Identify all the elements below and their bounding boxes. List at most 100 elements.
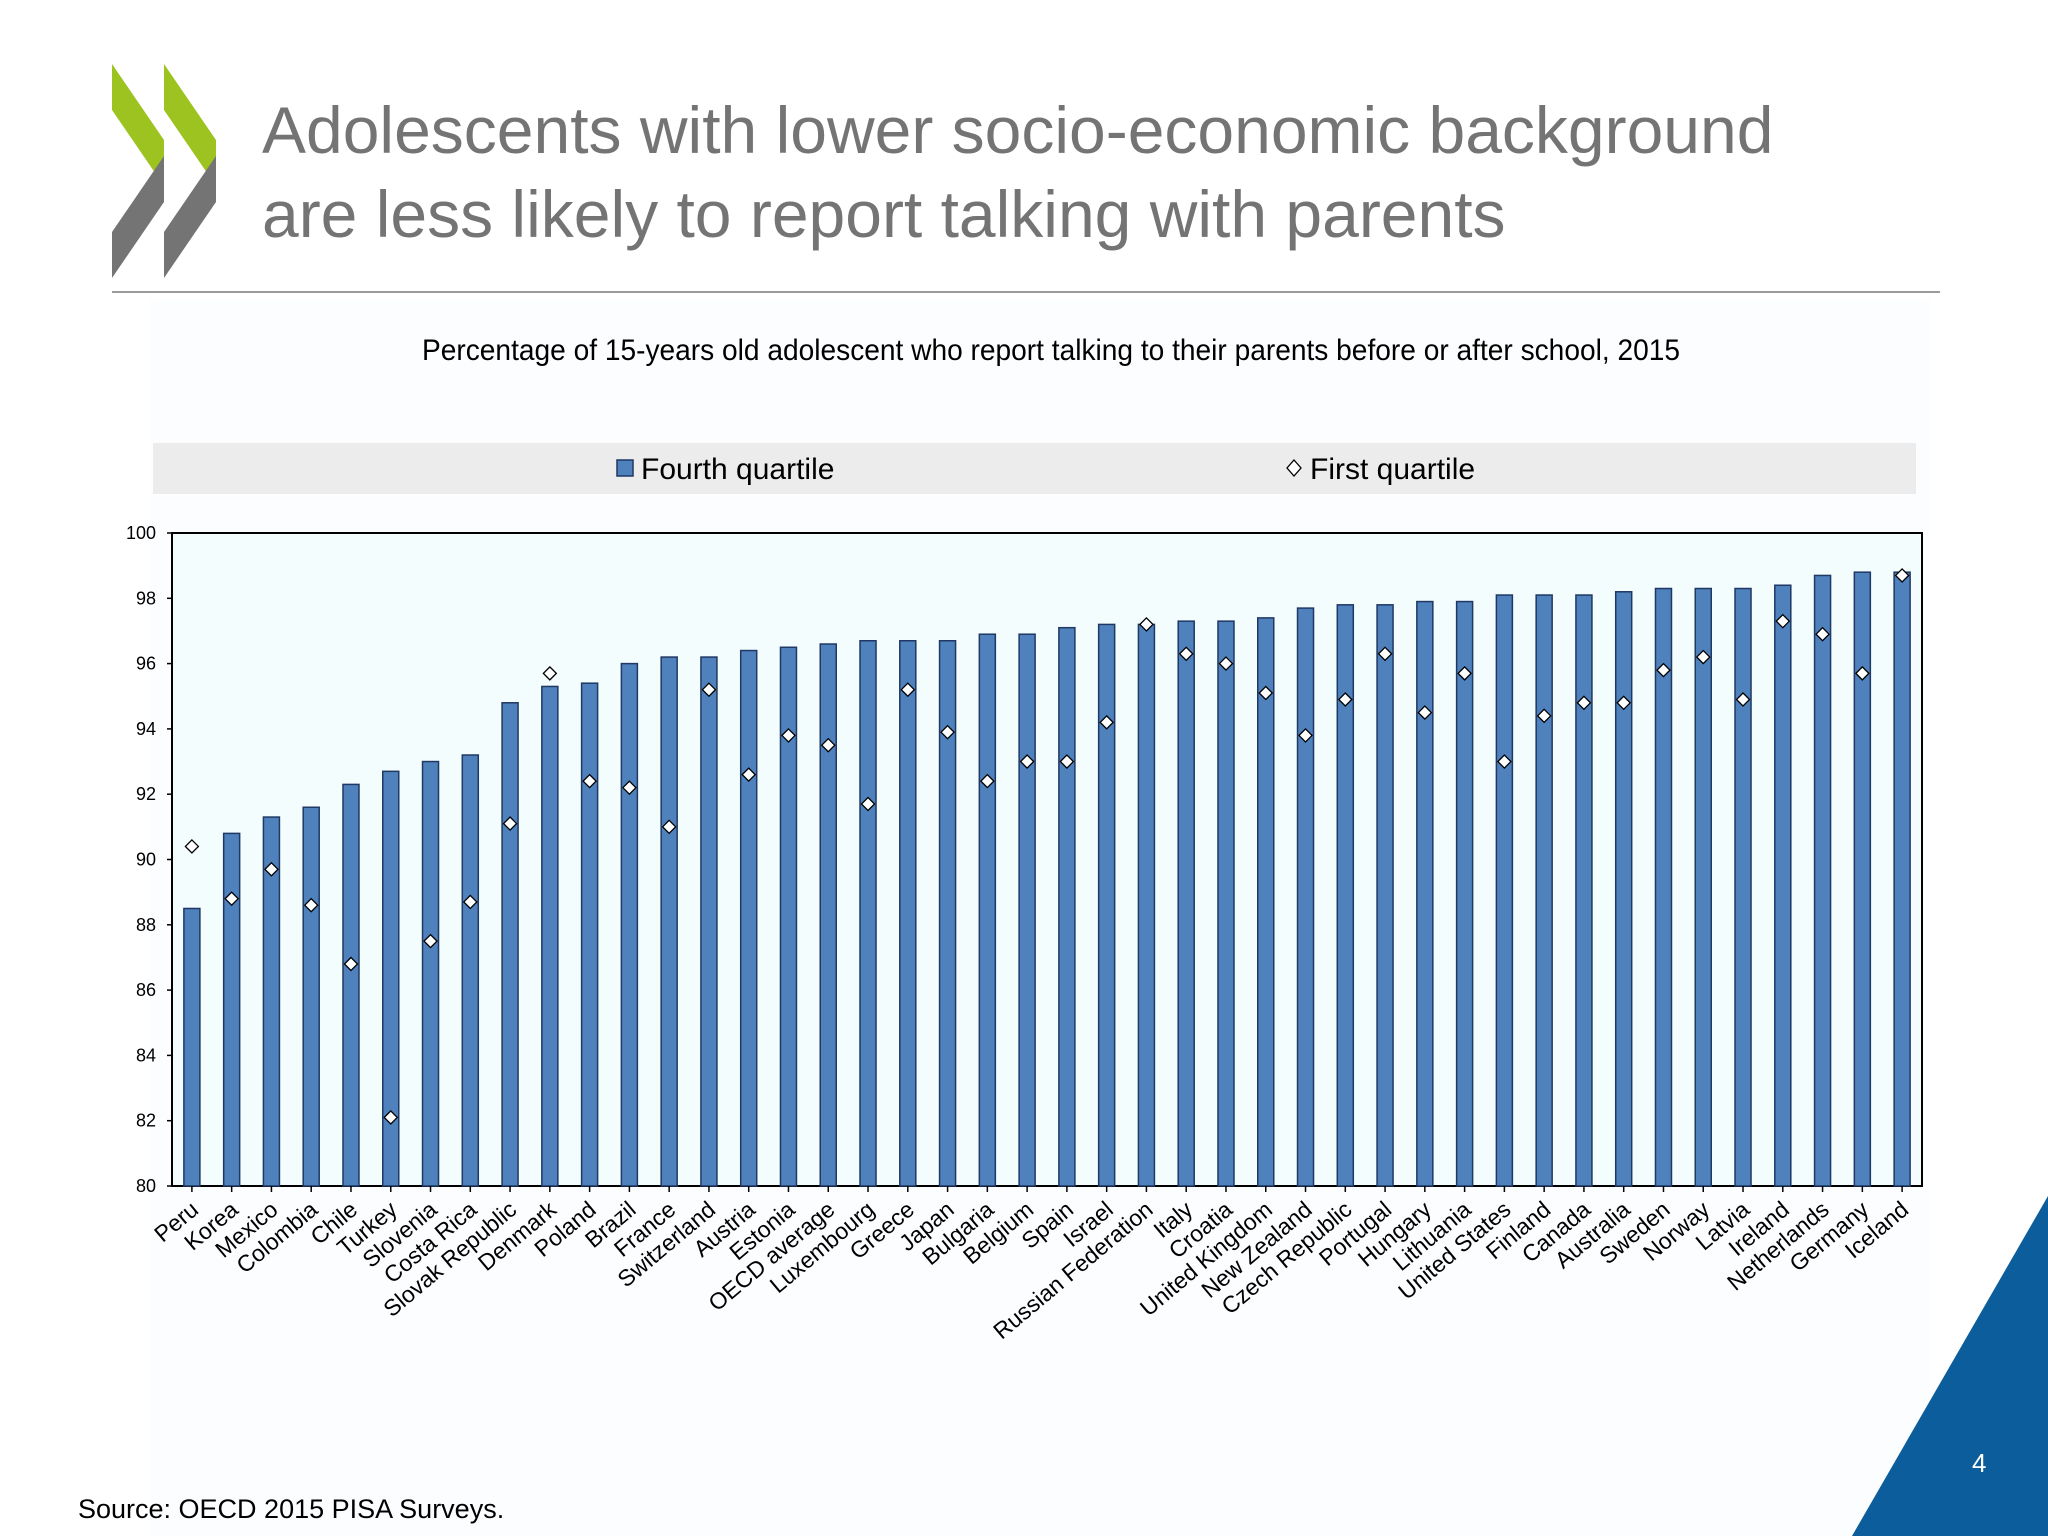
bar-fourth-quartile (580, 682, 599, 1187)
marker-first-quartile (1735, 692, 1751, 707)
bar-fourth-quartile (1575, 594, 1593, 1187)
y-tick-label: 86 (136, 980, 156, 1000)
bar-fourth-quartile (183, 907, 201, 1187)
bar-fourth-quartile (421, 760, 440, 1187)
y-tick-label: 100 (126, 523, 156, 543)
marker-first-quartile (264, 861, 279, 877)
bar-fourth-quartile (1376, 604, 1394, 1187)
legend-box (153, 443, 1916, 494)
marker-first-quartile (1417, 705, 1433, 720)
slide-title-line-2: are less likely to report talking with p… (262, 177, 1506, 251)
bar-fourth-quartile (1893, 571, 1911, 1187)
y-tick-label: 98 (136, 588, 156, 608)
bar-fourth-quartile (899, 639, 917, 1187)
bar-fourth-quartile (938, 639, 957, 1187)
bar-fourth-quartile (1296, 607, 1315, 1187)
bar-fourth-quartile (1455, 600, 1474, 1187)
marker-first-quartile (1298, 728, 1313, 743)
marker-first-quartile (582, 773, 598, 789)
marker-first-quartile (462, 894, 478, 910)
marker-first-quartile (1178, 646, 1194, 662)
chart-title: Percentage of 15-years old adolescent wh… (422, 334, 1680, 367)
logo-left-grey-chevron (112, 156, 164, 278)
marker-first-quartile (383, 1110, 399, 1125)
bar-fourth-quartile (1654, 587, 1673, 1187)
y-tick-label: 82 (136, 1111, 156, 1131)
bar-fourth-quartile (1853, 571, 1872, 1187)
marker-first-quartile (1099, 714, 1115, 730)
logo-right-grey-chevron (164, 156, 216, 278)
y-tick-label: 84 (136, 1045, 156, 1065)
corner-decoration (1852, 1196, 2048, 1536)
marker-first-quartile (940, 724, 955, 740)
bar-fourth-quartile (501, 702, 519, 1187)
slide-title: Adolescents with lower socio-economic ba… (262, 88, 1962, 256)
marker-first-quartile (860, 796, 876, 812)
bar-fourth-quartile (1097, 623, 1116, 1187)
bar-fourth-quartile (739, 649, 758, 1187)
bar-fourth-quartile (222, 832, 241, 1187)
marker-first-quartile (1815, 626, 1830, 642)
y-axis: 80 82 84 86 88 90 92 94 96 98 100 (126, 523, 172, 1196)
marker-first-quartile (1337, 692, 1353, 707)
bar-fourth-quartile (1535, 594, 1553, 1187)
marker-first-quartile (1894, 568, 1910, 583)
bar-fourth-quartile (859, 639, 877, 1187)
bar-fourth-quartile (342, 783, 360, 1187)
marker-first-quartile (621, 780, 637, 796)
marker-first-quartile (741, 767, 757, 783)
y-tick-label: 92 (136, 784, 156, 804)
y-tick-label: 80 (136, 1176, 156, 1196)
y-tick-label: 90 (136, 850, 156, 870)
legend-diamond-marker (1286, 459, 1302, 477)
legend-first-quartile-label: First quartile (1310, 453, 1475, 486)
bar-fourth-quartile (1774, 584, 1792, 1187)
marker-first-quartile (1536, 708, 1552, 724)
marker-first-quartile (820, 737, 836, 753)
bar-fourth-quartile (978, 633, 997, 1187)
bar-fourth-quartile (461, 754, 480, 1187)
bar-fourth-quartile (1018, 633, 1036, 1187)
bar-fourth-quartile (819, 643, 837, 1187)
bar-fourth-quartile (1614, 591, 1633, 1187)
marker-first-quartile (224, 891, 240, 907)
title-divider (112, 291, 1940, 293)
marker-first-quartile (1775, 613, 1791, 629)
bar-fourth-quartile (700, 656, 718, 1187)
marker-first-quartile (1616, 695, 1632, 711)
marker-first-quartile (1377, 646, 1393, 662)
bar-fourth-quartile (1217, 620, 1235, 1187)
marker-first-quartile (1576, 695, 1592, 711)
marker-first-quartile (701, 682, 717, 698)
marker-first-quartile (781, 728, 796, 743)
bar-fourth-quartile (1813, 574, 1832, 1187)
logo-left-green-chevron (112, 64, 164, 186)
bar-fourth-quartile (1058, 626, 1076, 1187)
bar-fourth-quartile (541, 685, 559, 1187)
bar-fourth-quartile (302, 806, 320, 1187)
marker-first-quartile (1457, 665, 1473, 681)
marker-first-quartile (900, 682, 916, 698)
marker-first-quartile (184, 839, 200, 854)
bar-fourth-quartile (1336, 604, 1355, 1187)
bar-fourth-quartile (1137, 623, 1156, 1187)
marker-first-quartile (1496, 754, 1512, 769)
y-tick-label: 96 (136, 654, 156, 674)
marker-first-quartile (343, 956, 359, 972)
page-number: 4 (1972, 1448, 1987, 1478)
marker-first-quartile (1218, 656, 1234, 672)
slide-title-line-1: Adolescents with lower socio-economic ba… (262, 93, 1774, 167)
y-tick-label: 94 (136, 719, 156, 739)
source-note: Source: OECD 2015 PISA Surveys. (78, 1494, 505, 1524)
bar-fourth-quartile (1495, 594, 1514, 1187)
marker-first-quartile (502, 816, 518, 832)
marker-first-quartile (1059, 754, 1075, 769)
marker-first-quartile (979, 773, 995, 789)
marker-first-quartile (1695, 649, 1711, 665)
bar-fourth-quartile (660, 656, 678, 1187)
logo-right-green-chevron (164, 64, 216, 186)
marker-first-quartile (1139, 617, 1154, 632)
bar-fourth-quartile (1694, 587, 1712, 1187)
legend-bar-swatch (616, 459, 634, 477)
bar-fourth-quartile (1416, 600, 1434, 1187)
